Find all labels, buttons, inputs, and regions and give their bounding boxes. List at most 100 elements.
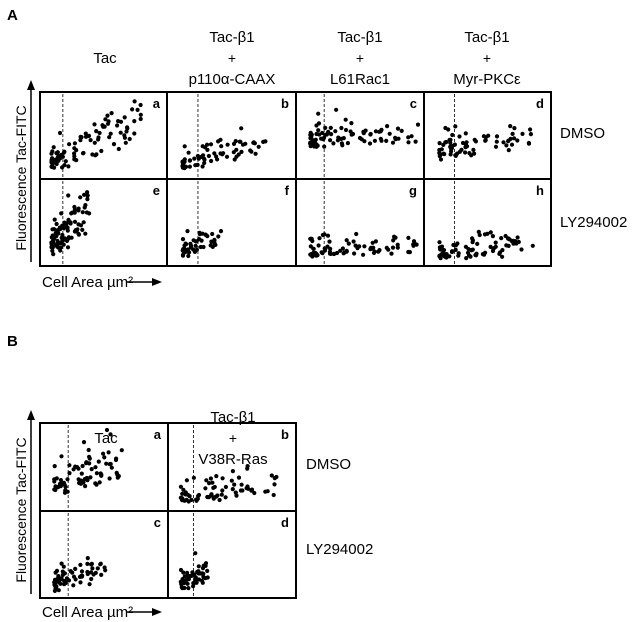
scatter-point [437, 240, 442, 245]
subplot-letter-A-f: f [285, 183, 290, 198]
scatter-point [393, 135, 398, 140]
scatter-point [87, 456, 92, 461]
scatter-point [238, 139, 243, 144]
scatter-point [437, 141, 442, 146]
scatter-point [101, 451, 106, 456]
scatter-point [508, 124, 513, 129]
row-label-ly-A: LY294002 [560, 214, 627, 231]
scatter-point [463, 244, 468, 249]
scatter-point [211, 495, 216, 500]
scatter-point [92, 140, 97, 145]
scatter-point [252, 490, 257, 496]
scatter-point [218, 151, 223, 156]
scatter-point [85, 571, 90, 577]
scatter-point [74, 158, 79, 163]
scatter-point [59, 454, 64, 459]
scatter-point [511, 136, 517, 141]
scatter-point [125, 126, 130, 131]
col-title-tac-A: Tac [93, 50, 117, 67]
scatter-point [97, 130, 102, 136]
scatter-point [138, 112, 143, 117]
scatter-point [200, 566, 206, 571]
scatter-point [59, 211, 64, 216]
scatter-point [217, 497, 222, 503]
scatter-point [509, 142, 515, 147]
scatter-point [526, 141, 532, 146]
col-title-tacb1-ras: Tac-β1 [210, 409, 255, 426]
scatter-point [453, 247, 458, 252]
scatter-point [186, 253, 191, 259]
scatter-point [457, 134, 462, 139]
col-plus-ras: + [229, 430, 237, 446]
scatter-point [207, 481, 212, 486]
scatter-point [59, 235, 64, 240]
scatter-point [510, 131, 515, 136]
scatter-point [85, 556, 90, 561]
scatter-point [194, 498, 199, 503]
scatter-point [483, 250, 488, 255]
scatter-point [66, 193, 71, 198]
scatter-point [395, 126, 401, 131]
scatter-point [72, 151, 77, 156]
col-title-tacb1-rac: Tac-β1 [337, 29, 382, 46]
y-axis-label-A: Fluorescence Tac-FITC [13, 105, 29, 250]
scatter-point [79, 569, 85, 574]
scatter-point [512, 126, 517, 131]
y-axis-arrow-B [27, 410, 35, 594]
scatter-point [180, 252, 186, 257]
scatter-point [70, 570, 75, 575]
scatter-point [82, 192, 87, 197]
scatter-point [406, 249, 411, 255]
scatter-point [209, 492, 214, 497]
scatter-point [80, 227, 85, 232]
scatter-point [467, 151, 472, 156]
scatter-point [57, 130, 63, 136]
scatter-point [328, 138, 333, 143]
panel-label-A: A [7, 7, 18, 24]
scatter-point [322, 144, 327, 149]
scatter-point [76, 477, 81, 482]
scatter-point [371, 250, 377, 255]
scatter-point [310, 137, 315, 143]
col-title-tacb1-p110: Tac-β1 [209, 29, 254, 46]
col-plus-rac: + [356, 50, 364, 66]
scatter-point [504, 143, 509, 148]
scatter-point [54, 221, 59, 227]
scatter-point [373, 239, 378, 244]
scatter-point [99, 148, 104, 154]
scatter-point [201, 574, 206, 580]
subplot-letter-A-a: a [153, 96, 161, 111]
scatter-point [192, 156, 197, 161]
scatter-point [191, 581, 197, 586]
scatter-point [239, 126, 244, 131]
scatter-point [123, 140, 128, 145]
scatter-point [193, 243, 198, 248]
scatter-point [343, 117, 348, 122]
scatter-point [127, 136, 132, 142]
scatter-point [453, 153, 458, 158]
scatter-point [184, 242, 189, 247]
scatter-point [311, 246, 316, 251]
scatter-point [488, 230, 493, 235]
scatter-point [354, 231, 359, 237]
scatter-point [108, 131, 113, 136]
scatter-point [76, 206, 81, 211]
scatter-point [88, 138, 93, 143]
scatter-point [320, 232, 325, 238]
scatter-point [216, 139, 221, 144]
scatter-point [49, 240, 54, 245]
scatter-point [317, 236, 322, 241]
scatter-point [368, 132, 373, 137]
scatter-point [180, 577, 185, 583]
scatter-point [53, 586, 58, 591]
scatter-point [362, 244, 367, 249]
scatter-point [199, 238, 204, 243]
scatter-point [463, 131, 468, 136]
scatter-point [450, 132, 455, 138]
scatter-point [83, 203, 88, 208]
scatter-point [310, 254, 315, 259]
scatter-point [320, 251, 325, 256]
x-axis-label-A: Cell Area µm² [42, 274, 133, 291]
scatter-point [105, 121, 111, 126]
scatter-point [332, 251, 337, 257]
